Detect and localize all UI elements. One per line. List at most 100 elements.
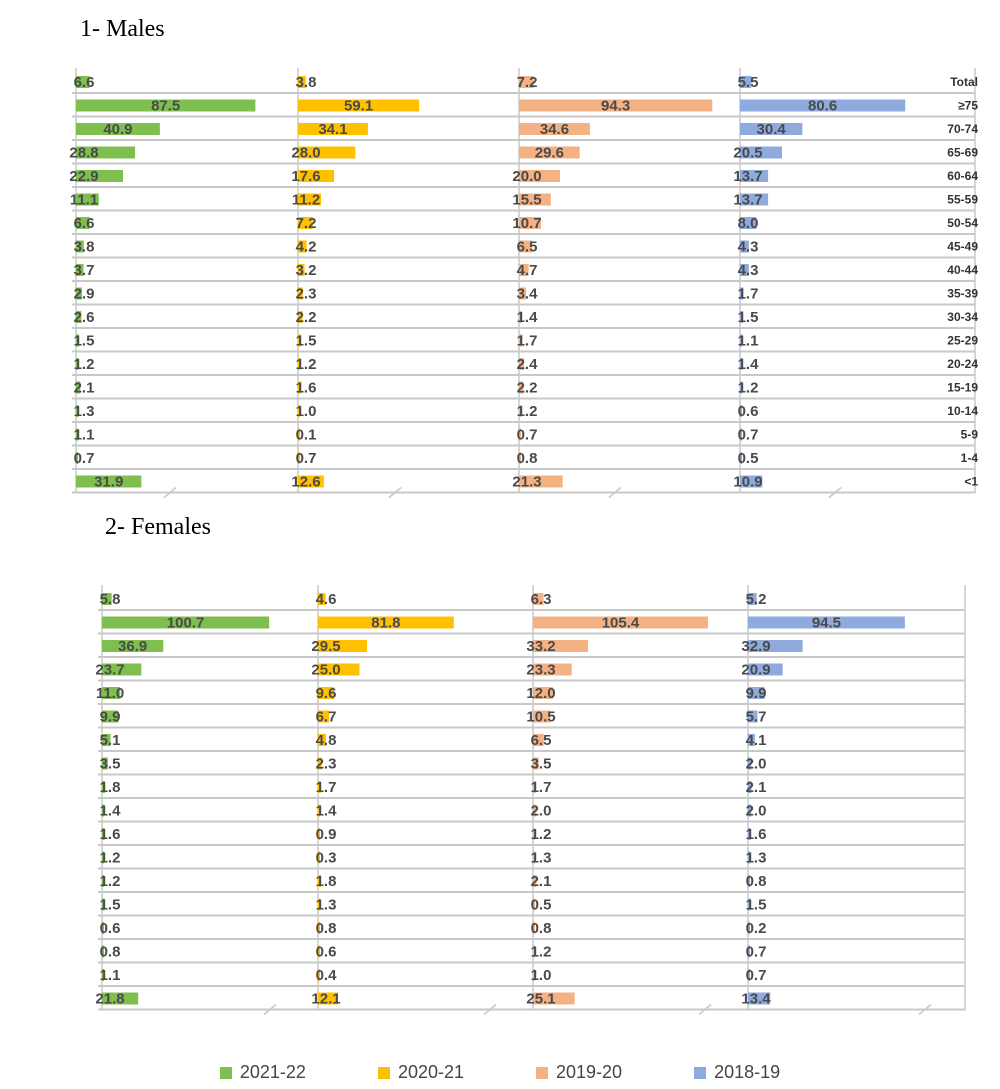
data-label: 1.4 bbox=[316, 803, 338, 820]
bar-2019-20 bbox=[533, 663, 572, 676]
data-label: 0.6 bbox=[316, 944, 337, 961]
category-label: 25-29 bbox=[947, 334, 978, 348]
data-label: 1.5 bbox=[74, 333, 95, 350]
legend-label: 2021-22 bbox=[239, 1062, 306, 1082]
data-label: 5.1 bbox=[100, 732, 121, 749]
bar-2018-19 bbox=[748, 593, 757, 605]
bar-2019-20 bbox=[519, 428, 521, 441]
category-label: 60-64 bbox=[947, 169, 978, 183]
data-label: 5.7 bbox=[746, 709, 767, 726]
data-label: 1.7 bbox=[517, 333, 538, 350]
data-label: 4.6 bbox=[316, 591, 337, 608]
data-label: 1.2 bbox=[531, 826, 552, 843]
bar-2019-20 bbox=[519, 381, 524, 394]
bar-2021-22 bbox=[102, 851, 104, 864]
category-label: 30-34 bbox=[947, 310, 978, 324]
data-label: 1.4 bbox=[738, 356, 760, 373]
bar-2021-22 bbox=[76, 217, 90, 229]
bar-2018-19 bbox=[740, 428, 742, 441]
data-label: 1.8 bbox=[100, 779, 121, 796]
data-label: 3.5 bbox=[100, 756, 121, 773]
data-label: 11.2 bbox=[292, 192, 320, 209]
bar-2021-22 bbox=[76, 170, 123, 182]
bar-2018-19 bbox=[740, 240, 749, 253]
bar-2020-21 bbox=[318, 945, 320, 958]
bar-2018-19 bbox=[740, 217, 757, 229]
bar-2018-19 bbox=[748, 616, 905, 629]
bar-2021-22 bbox=[102, 922, 104, 934]
bar-2019-20 bbox=[533, 945, 535, 958]
data-label: 1.8 bbox=[316, 873, 337, 890]
bar-2021-22 bbox=[102, 945, 104, 958]
data-label: 10.5 bbox=[526, 709, 555, 726]
data-label: 0.8 bbox=[531, 920, 552, 937]
bar-2020-21 bbox=[298, 99, 420, 112]
bar-2018-19 bbox=[740, 99, 906, 112]
bar-2019-20 bbox=[519, 311, 522, 323]
bar-2020-21 bbox=[318, 734, 326, 746]
legend-label: 2018-19 bbox=[714, 1062, 781, 1082]
data-label: 7.2 bbox=[296, 215, 317, 232]
bar-2019-20 bbox=[533, 734, 544, 746]
bar-2019-20 bbox=[519, 240, 533, 253]
data-label: 8.0 bbox=[738, 215, 759, 232]
bar-2019-20 bbox=[533, 851, 536, 864]
category-label: 5-9 bbox=[961, 428, 979, 442]
data-label: 0.8 bbox=[517, 450, 538, 467]
data-label: 6.5 bbox=[531, 732, 552, 749]
data-label: 20.9 bbox=[741, 662, 770, 679]
data-label: 3.7 bbox=[74, 262, 95, 279]
bar-2018-19 bbox=[740, 358, 743, 370]
data-label: 1.6 bbox=[296, 380, 317, 397]
bar-2018-19 bbox=[740, 405, 742, 417]
bar-2018-19 bbox=[748, 922, 750, 934]
bar-2020-21 bbox=[298, 76, 306, 88]
bar-2019-20 bbox=[533, 922, 535, 934]
bar-2018-19 bbox=[748, 875, 750, 887]
bar-2020-21 bbox=[318, 992, 339, 1005]
data-label: 4.2 bbox=[296, 239, 317, 256]
bar-2018-19 bbox=[748, 687, 765, 699]
legend-item-2018-19: 2018-19 bbox=[694, 1062, 780, 1083]
bar-2020-21 bbox=[318, 687, 334, 699]
data-label: 2.3 bbox=[316, 756, 337, 773]
data-label: 0.7 bbox=[296, 450, 317, 467]
data-label: 80.6 bbox=[808, 98, 837, 115]
data-label: 1.2 bbox=[517, 403, 538, 420]
data-label: 22.9 bbox=[69, 168, 98, 185]
bar-2021-22 bbox=[102, 828, 105, 840]
data-label: 1.3 bbox=[746, 850, 767, 867]
data-label: 1.0 bbox=[531, 967, 552, 984]
data-label: 32.9 bbox=[741, 638, 770, 655]
category-label: 65-69 bbox=[947, 146, 978, 160]
data-label: 10.9 bbox=[733, 474, 762, 491]
category-label: 1-4 bbox=[961, 451, 979, 465]
data-label: 0.2 bbox=[746, 920, 767, 937]
data-label: 87.5 bbox=[151, 98, 180, 115]
data-label: 0.8 bbox=[100, 944, 121, 961]
legend-label: 2019-20 bbox=[556, 1062, 623, 1082]
bar-2019-20 bbox=[533, 969, 535, 981]
bar-2018-19 bbox=[740, 475, 763, 488]
bar-2020-21 bbox=[318, 922, 320, 934]
bar-2020-21 bbox=[298, 381, 302, 394]
data-label: 2.0 bbox=[531, 803, 552, 820]
data-label: 1.2 bbox=[74, 356, 95, 373]
data-label: 3.8 bbox=[296, 74, 317, 91]
bar-2018-19 bbox=[748, 992, 771, 1005]
bar-2019-20 bbox=[533, 804, 537, 817]
bar-2020-21 bbox=[318, 898, 321, 911]
data-label: 15.5 bbox=[512, 192, 541, 209]
bar-2021-22 bbox=[102, 640, 164, 652]
data-label: 20.0 bbox=[512, 168, 541, 185]
data-label: 1.1 bbox=[74, 427, 95, 444]
bar-2021-22 bbox=[76, 123, 160, 135]
data-label: 28.8 bbox=[69, 145, 98, 162]
bar-2021-22 bbox=[102, 616, 270, 629]
bar-2021-22 bbox=[102, 992, 139, 1005]
data-label: 2.9 bbox=[74, 286, 95, 303]
category-label: 15-19 bbox=[947, 381, 978, 395]
bar-2019-20 bbox=[519, 405, 522, 417]
bar-2019-20 bbox=[533, 781, 536, 793]
data-label: 12.1 bbox=[311, 991, 340, 1008]
